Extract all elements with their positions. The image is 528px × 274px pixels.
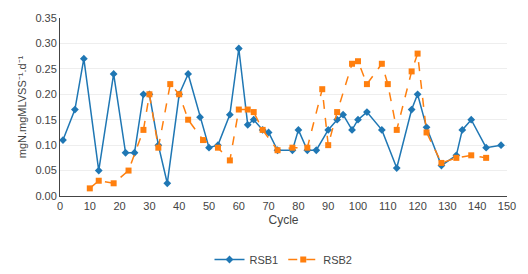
svg-text:100: 100 (349, 200, 367, 212)
svg-text:RSB2: RSB2 (323, 254, 352, 266)
svg-text:150: 150 (498, 200, 516, 212)
svg-text:0.20: 0.20 (35, 88, 56, 100)
svg-text:70: 70 (262, 200, 274, 212)
svg-text:Cycle: Cycle (268, 213, 298, 227)
svg-text:40: 40 (173, 200, 185, 212)
svg-text:0.05: 0.05 (35, 164, 56, 176)
svg-text:80: 80 (292, 200, 304, 212)
svg-text:0.25: 0.25 (35, 63, 56, 75)
svg-text:0.30: 0.30 (35, 37, 56, 49)
svg-text:0.15: 0.15 (35, 114, 56, 126)
svg-text:20: 20 (113, 200, 125, 212)
svg-text:130: 130 (438, 200, 456, 212)
svg-text:0.00: 0.00 (35, 190, 56, 202)
svg-text:60: 60 (233, 200, 245, 212)
svg-text:0: 0 (57, 200, 63, 212)
svg-text:140: 140 (468, 200, 486, 212)
svg-text:120: 120 (408, 200, 426, 212)
svg-text:mgN.mgMLVSS⁻¹.d⁻¹: mgN.mgMLVSS⁻¹.d⁻¹ (16, 55, 28, 158)
svg-text:110: 110 (379, 200, 397, 212)
svg-text:30: 30 (143, 200, 155, 212)
svg-text:10: 10 (84, 200, 96, 212)
svg-text:RSB1: RSB1 (250, 254, 279, 266)
svg-text:90: 90 (322, 200, 334, 212)
svg-text:0.10: 0.10 (35, 139, 56, 151)
svg-text:50: 50 (203, 200, 215, 212)
svg-text:0.35: 0.35 (35, 12, 56, 24)
